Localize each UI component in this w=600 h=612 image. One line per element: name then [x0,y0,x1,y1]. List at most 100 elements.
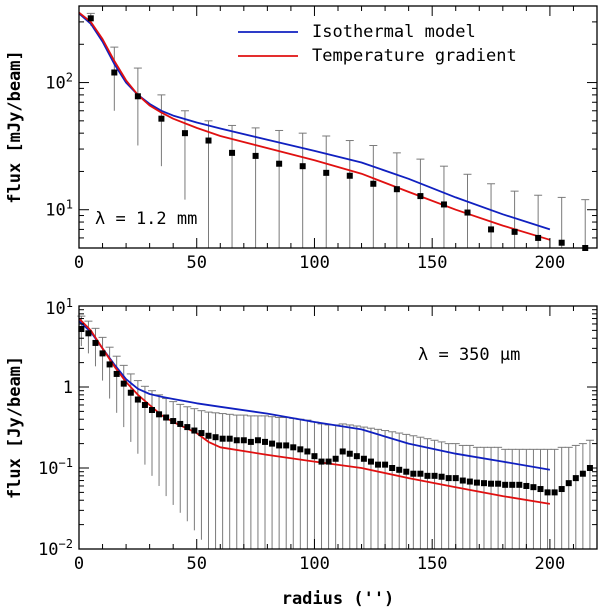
data-point [205,432,212,439]
data-point [417,193,424,200]
data-point [339,448,346,455]
data-point [191,427,198,434]
data-point [181,130,188,137]
data-point [572,475,579,482]
data-point [141,401,148,408]
data-point [148,407,155,414]
temperature-gradient-line [78,11,551,241]
data-point [544,489,551,496]
y-tick-label: 102 [45,71,73,94]
data-point [299,163,306,170]
data-point [219,435,226,442]
y-tick-label: 10−2 [38,537,73,560]
data-point [530,484,537,491]
data-point [323,169,330,176]
data-point [360,455,367,462]
data-point [511,228,518,235]
data-point [464,209,471,216]
data-point [367,458,374,465]
data-point [558,239,565,246]
data-point [269,440,276,447]
data-point [325,458,332,465]
x-tick-label: 100 [299,253,330,273]
data-point [233,437,240,444]
data-point [382,461,389,468]
data-point [403,468,410,475]
data-point [393,186,400,193]
data-point [290,444,297,451]
data-point [311,453,318,460]
x-tick-label: 100 [299,554,330,574]
data-point [488,226,495,233]
data-point [389,465,396,471]
x-axis-label: radius ('') [282,589,395,609]
data-point [254,437,261,444]
data-point [370,180,377,187]
isothermal-model-line [78,12,551,231]
data-point [177,420,184,427]
data-point [111,69,118,76]
panel-top: 0 50 100 150 200 101 102 flux [mJy/beam] λ = 1.2… [5,5,598,273]
data-point [127,389,134,396]
data-point [438,473,445,480]
data-point [212,434,219,441]
data-point [170,418,177,425]
data-point [252,152,259,159]
data-point [156,411,163,418]
data-point [537,486,544,493]
data-point [163,414,170,421]
data-point [205,137,212,144]
data-point [262,438,269,445]
data-point [158,115,165,122]
data-point [346,450,353,457]
data-point [85,330,92,337]
data-point [120,380,127,387]
wavelength-annotation: λ = 1.2 mm [95,209,197,229]
data-point [459,477,466,484]
y-tick-label: 101 [45,198,73,221]
data-point [523,482,530,489]
data-point [353,453,360,460]
x-tick-label: 50 [186,554,206,574]
data-point [551,489,558,496]
data-point [332,455,339,462]
data-point [535,234,542,241]
x-tick-label: 200 [535,253,566,273]
data-point [198,430,205,437]
data-point [466,478,473,485]
legend-label: Isothermal model [312,22,476,42]
data-point [78,326,85,333]
panel-bottom: 0 50 100 150 200 10−2 10−1 1 101 flux [Jy/beam] ra… [5,296,598,609]
data-point [297,446,304,453]
x-tick-label: 0 [74,253,84,273]
x-tick-label: 150 [417,253,448,273]
y-tick-label: 101 [45,296,73,319]
data-point [445,475,452,482]
data-point [431,472,438,479]
x-tick-label: 200 [535,554,566,574]
data-point [410,470,417,477]
data-point [87,15,94,22]
data-point [440,201,447,208]
y-tick-label: 10−1 [38,456,73,479]
data-point [229,149,236,156]
data-point [184,424,191,431]
data-point [346,172,353,179]
data-point [558,486,565,493]
data-point [276,442,283,449]
data-point [565,480,572,487]
data-point [92,339,99,346]
data-point [226,435,233,442]
data-point [134,93,141,100]
data-point [283,442,290,449]
data-point [375,461,382,468]
y-axis-label: flux [mJy/beam] [5,50,25,204]
data-point [488,480,495,487]
data-point [304,448,311,455]
data-point [502,481,509,488]
data-point [134,396,141,403]
legend: Isothermal model Temperature gradient [238,22,517,66]
data-point [276,160,283,167]
data-point [318,458,325,465]
